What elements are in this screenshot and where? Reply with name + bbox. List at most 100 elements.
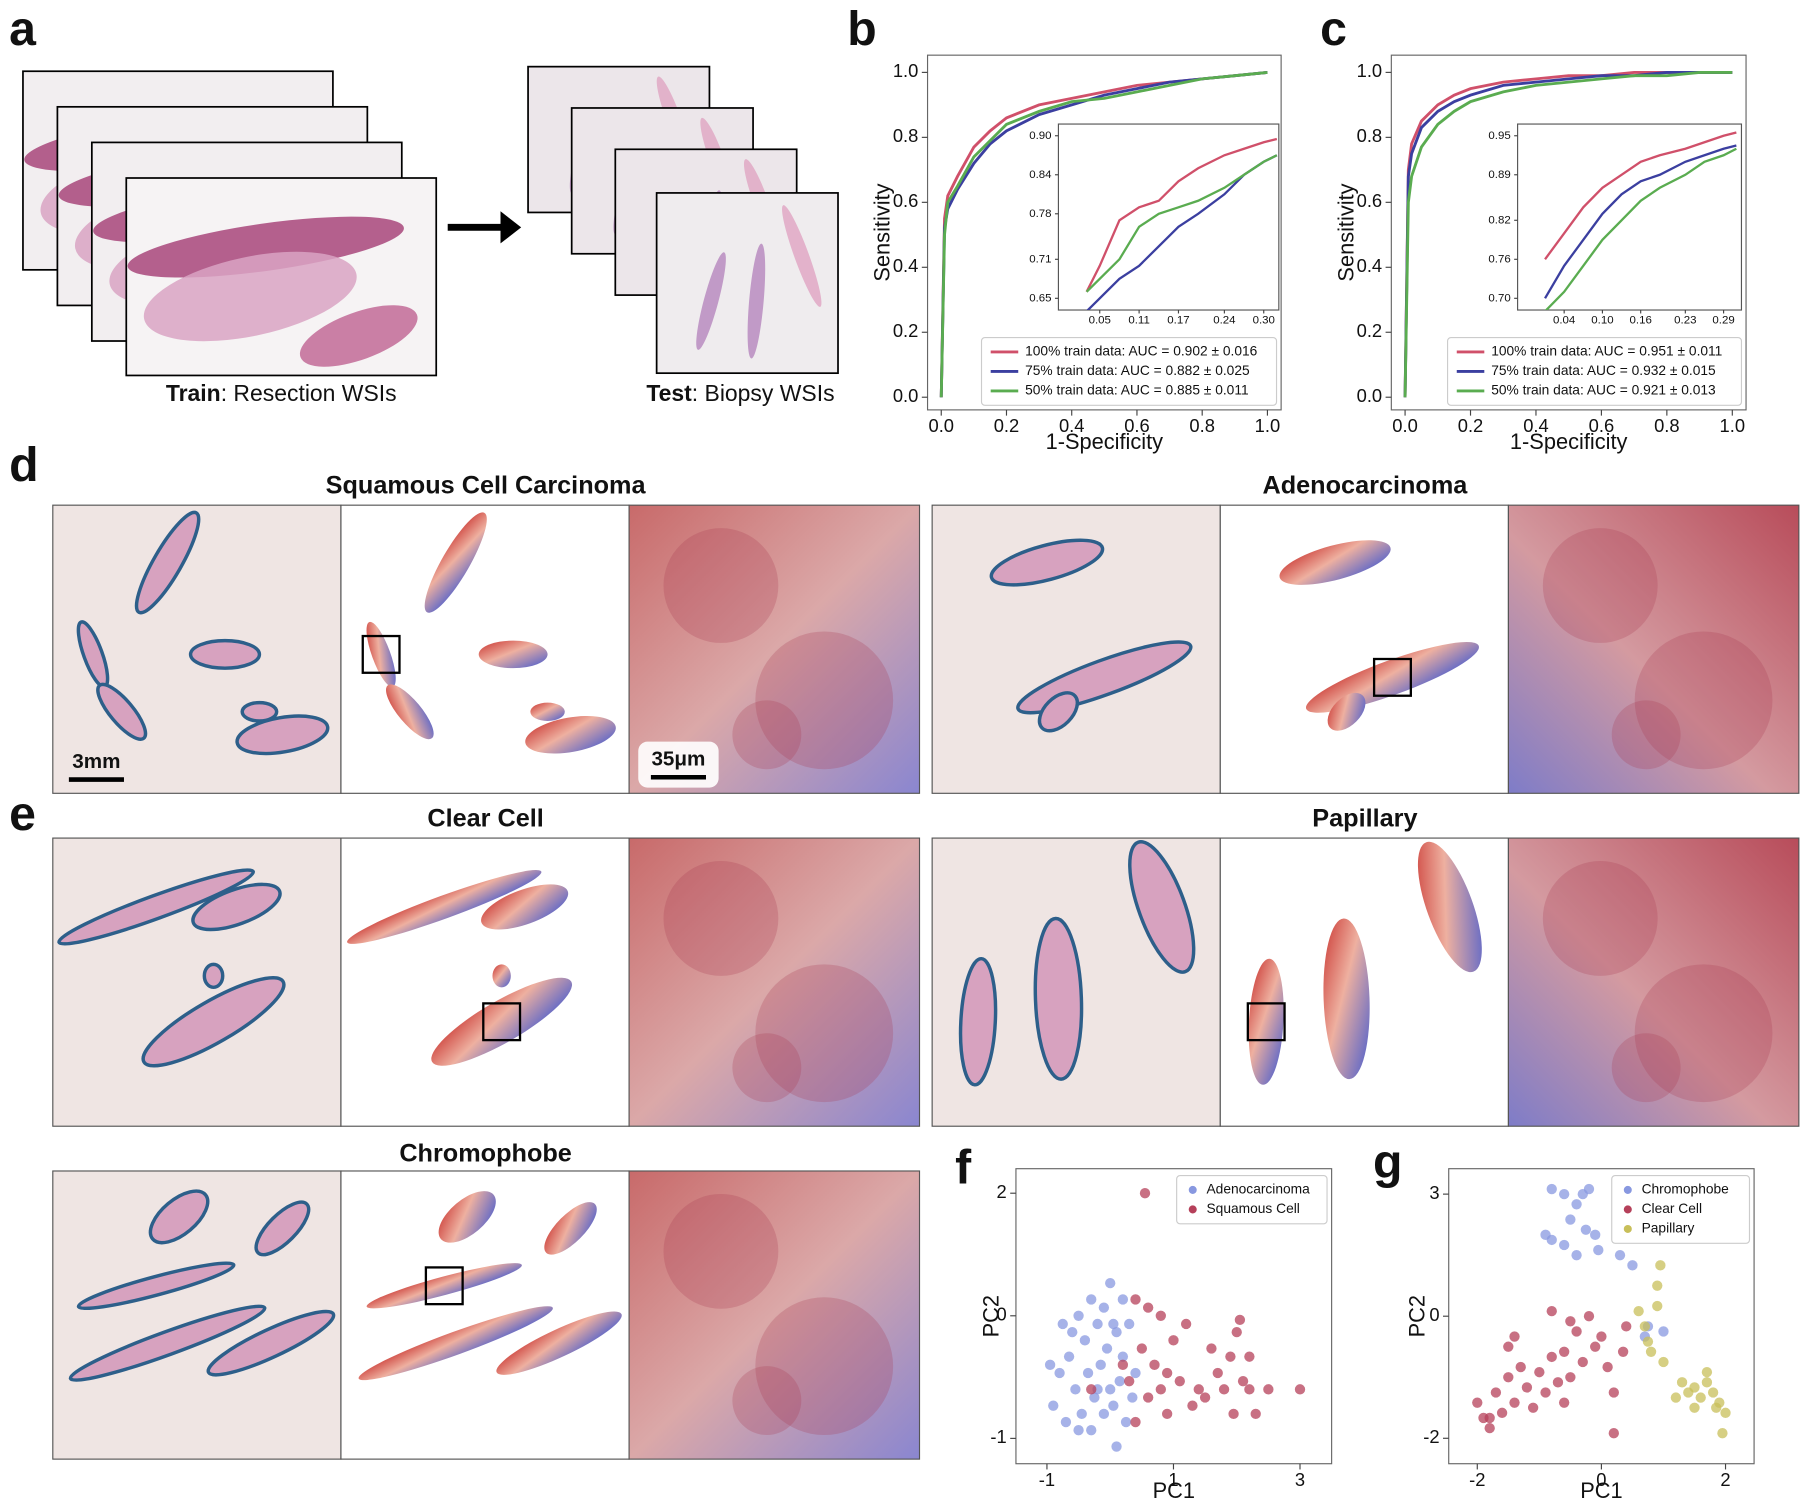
- legend-label: 100% train data: AUC = 0.902 ± 0.016: [1025, 344, 1258, 359]
- panel-letter: a: [9, 2, 37, 56]
- scatter-point: [1639, 1321, 1651, 1332]
- y-tick-label: 0.2: [893, 320, 919, 341]
- scatter-point: [1231, 1326, 1242, 1338]
- tissue-texture: [663, 528, 779, 643]
- tissue-outline: [254, 1200, 311, 1257]
- scatter-point: [1627, 1260, 1638, 1271]
- scatter-point: [1111, 1326, 1122, 1338]
- zoom-tile: [628, 837, 921, 1127]
- caption: Train: Resection WSIs: [166, 380, 397, 406]
- y-tick-label: 0: [1429, 1304, 1439, 1325]
- tissue-texture: [755, 1297, 894, 1436]
- panel-letter: c: [1320, 2, 1347, 56]
- tissue-texture: [1634, 964, 1773, 1103]
- heatmap-blob: [438, 1191, 496, 1243]
- scatter-point: [1117, 1351, 1129, 1362]
- x-tick-label: 0.16: [1630, 314, 1652, 326]
- scatter-point: [1174, 1376, 1185, 1387]
- scatter-point: [1546, 1305, 1557, 1317]
- scatter-point: [1695, 1392, 1706, 1403]
- heatmap-blob: [386, 684, 434, 740]
- x-tick-label: 1.0: [1720, 415, 1746, 436]
- roc-curve: [1544, 144, 1737, 299]
- y-tick-label: 0.0: [1357, 385, 1383, 406]
- heatmap-blob: [492, 964, 511, 988]
- x-tick-label: 0.30: [1253, 314, 1275, 326]
- roc-curve: [1544, 147, 1737, 311]
- tissue-outline: [191, 882, 282, 932]
- zoom-box: [361, 634, 401, 674]
- tissue-outline: [188, 638, 262, 670]
- scatter-point: [1565, 1214, 1576, 1225]
- y-axis-label: PC2: [1405, 1295, 1430, 1337]
- zoom-box: [424, 1266, 464, 1306]
- scatter-point: [1503, 1372, 1514, 1383]
- x-tick-label: 0.2: [1458, 415, 1484, 436]
- scatter-point: [1244, 1351, 1255, 1362]
- y-tick-label: 0.89: [1488, 169, 1510, 181]
- y-tick-label: 0.8: [1357, 125, 1383, 146]
- scatter-point: [1155, 1310, 1166, 1321]
- legend-box: [1611, 1175, 1751, 1244]
- tissue-texture: [1634, 631, 1773, 770]
- scatter-point: [1086, 1294, 1097, 1305]
- scatter-point: [1199, 1392, 1211, 1403]
- scatter-point: [1658, 1326, 1669, 1337]
- y-tick-label: -1: [990, 1426, 1006, 1447]
- tissue-outline: [989, 538, 1105, 587]
- tissue: [782, 205, 822, 307]
- y-tick-label: 0.76: [1488, 253, 1510, 265]
- heatmap-blob: [478, 640, 548, 669]
- scatter-point: [1509, 1331, 1520, 1342]
- y-axis-label: Sensitivity: [870, 183, 895, 281]
- scatter-point: [1161, 1408, 1173, 1420]
- roc-curve: [939, 70, 1268, 398]
- scatter-point: [1614, 1249, 1626, 1261]
- tissue-texture: [755, 964, 894, 1103]
- scatter-point: [1168, 1335, 1179, 1346]
- scatter-point: [1583, 1311, 1595, 1322]
- scatter-point: [1546, 1183, 1557, 1195]
- scatter-point: [1577, 1356, 1588, 1368]
- scatter-point: [1571, 1199, 1582, 1210]
- tissue-outline: [206, 1309, 336, 1377]
- x-axis-label: PC1: [1580, 1478, 1622, 1503]
- x-tick-label: 0.23: [1674, 314, 1696, 326]
- scatter-point: [1114, 1376, 1125, 1387]
- scatter-point: [1540, 1387, 1551, 1398]
- scatter-point: [1621, 1321, 1632, 1332]
- legend-label: Squamous Cell: [1207, 1201, 1300, 1216]
- scatter-point: [1117, 1359, 1129, 1370]
- scatter-point: [1689, 1402, 1700, 1413]
- x-tick-label: 0.0: [928, 415, 954, 436]
- scatter-point: [1089, 1392, 1100, 1403]
- roc-curve: [1085, 154, 1278, 293]
- scatter-point: [1105, 1384, 1116, 1395]
- scatter-point: [1521, 1382, 1533, 1393]
- scatter-point: [1652, 1280, 1663, 1291]
- scatter-point: [1117, 1294, 1129, 1305]
- scatter-point: [1127, 1392, 1138, 1403]
- tissue-outline: [141, 976, 286, 1068]
- scatter-point: [1161, 1367, 1173, 1379]
- scatter-point: [1044, 1359, 1056, 1370]
- caption: Test: Biopsy WSIs: [646, 380, 834, 406]
- scatter-point: [1658, 1356, 1669, 1368]
- x-axis-label: 1-Specificity: [1510, 429, 1628, 454]
- y-tick-label: 0.84: [1029, 169, 1052, 181]
- heatmap-blob: [1323, 918, 1370, 1080]
- x-tick-label: 0.4: [1059, 415, 1085, 436]
- x-tick-label: 0.04: [1553, 314, 1576, 326]
- heatmap-blob: [358, 1306, 553, 1381]
- legend-box: [1447, 336, 1743, 406]
- scatter-point: [1082, 1367, 1094, 1379]
- scatter-point: [1228, 1408, 1239, 1420]
- tissue-texture: [663, 1193, 779, 1309]
- tissue: [143, 251, 357, 342]
- tissue-outline: [76, 1261, 236, 1311]
- scatter-point: [1602, 1361, 1613, 1373]
- x-tick-label: 0.6: [1124, 415, 1150, 436]
- scatter-point: [1558, 1397, 1570, 1408]
- scatter-point: [1073, 1310, 1084, 1321]
- heatmap-blob: [530, 702, 565, 721]
